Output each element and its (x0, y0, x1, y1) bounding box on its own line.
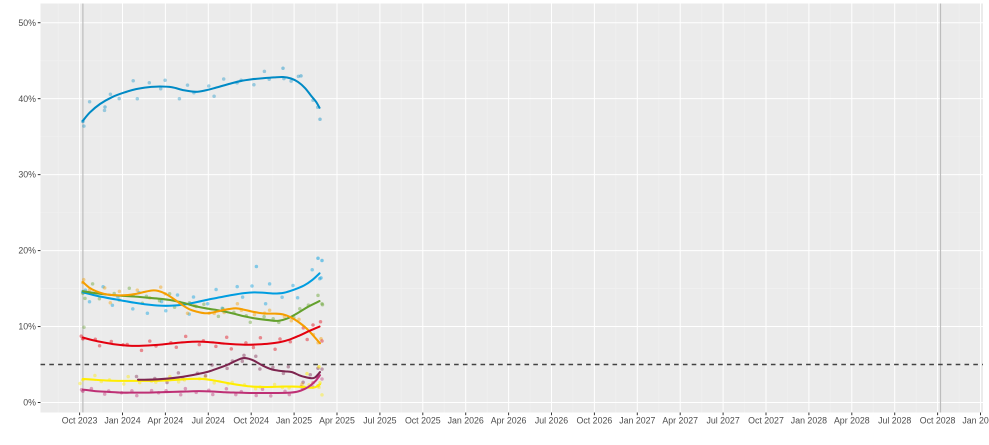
svg-text:Jan 2024: Jan 2024 (104, 416, 140, 426)
svg-text:Jul 2028: Jul 2028 (878, 416, 911, 426)
svg-text:Jul 2024: Jul 2024 (192, 416, 225, 426)
svg-text:Oct 2027: Oct 2027 (748, 416, 784, 426)
svg-text:Oct 2024: Oct 2024 (233, 416, 269, 426)
svg-text:Apr 2028: Apr 2028 (834, 416, 870, 426)
svg-text:10%: 10% (18, 322, 36, 332)
svg-text:Oct 2023: Oct 2023 (62, 416, 98, 426)
svg-text:Oct 2026: Oct 2026 (577, 416, 613, 426)
svg-text:Apr 2027: Apr 2027 (662, 416, 698, 426)
svg-text:40%: 40% (18, 94, 36, 104)
svg-text:30%: 30% (18, 170, 36, 180)
svg-text:Jan 2025: Jan 2025 (276, 416, 312, 426)
svg-text:Jul 2026: Jul 2026 (535, 416, 568, 426)
svg-text:Jan 2027: Jan 2027 (619, 416, 655, 426)
svg-text:Oct 2028: Oct 2028 (920, 416, 956, 426)
svg-text:20%: 20% (18, 246, 36, 256)
svg-text:Oct 2025: Oct 2025 (405, 416, 441, 426)
svg-text:Jan 2026: Jan 2026 (448, 416, 484, 426)
svg-text:Jul 2027: Jul 2027 (706, 416, 739, 426)
svg-text:Jan 2028: Jan 2028 (791, 416, 827, 426)
svg-text:Jan 2029: Jan 2029 (962, 416, 989, 426)
svg-text:Apr 2025: Apr 2025 (319, 416, 355, 426)
svg-text:50%: 50% (18, 18, 36, 28)
svg-text:Jul 2025: Jul 2025 (363, 416, 396, 426)
svg-text:0%: 0% (23, 398, 36, 408)
svg-text:Apr 2024: Apr 2024 (148, 416, 184, 426)
svg-text:Apr 2026: Apr 2026 (491, 416, 527, 426)
